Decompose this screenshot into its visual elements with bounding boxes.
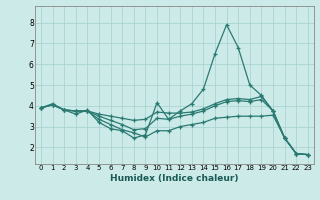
X-axis label: Humidex (Indice chaleur): Humidex (Indice chaleur) [110, 174, 239, 183]
